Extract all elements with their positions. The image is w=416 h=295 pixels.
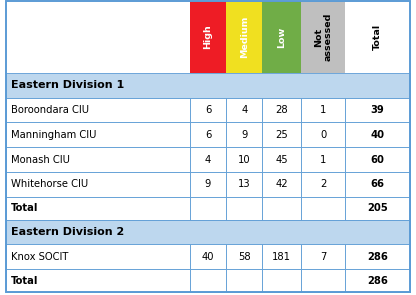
Bar bbox=[301, 172, 345, 197]
Bar bbox=[6, 73, 410, 98]
Text: 13: 13 bbox=[238, 179, 250, 189]
Bar bbox=[345, 269, 410, 292]
Text: Knox SOCIT: Knox SOCIT bbox=[11, 252, 69, 262]
Text: Total: Total bbox=[11, 276, 39, 286]
Text: 58: 58 bbox=[238, 252, 250, 262]
Bar bbox=[262, 122, 301, 147]
Bar bbox=[190, 122, 226, 147]
Bar bbox=[6, 269, 190, 292]
Text: 40: 40 bbox=[202, 252, 214, 262]
Text: Whitehorse CIU: Whitehorse CIU bbox=[11, 179, 89, 189]
Bar bbox=[262, 1, 301, 73]
Text: 42: 42 bbox=[275, 179, 288, 189]
Bar bbox=[301, 245, 345, 269]
Text: 7: 7 bbox=[320, 252, 326, 262]
Bar bbox=[190, 245, 226, 269]
Bar bbox=[6, 122, 190, 147]
Bar bbox=[262, 197, 301, 220]
Text: 1: 1 bbox=[320, 155, 326, 165]
Text: Eastern Division 1: Eastern Division 1 bbox=[11, 80, 124, 90]
Bar bbox=[345, 197, 410, 220]
Bar bbox=[262, 172, 301, 197]
Text: 0: 0 bbox=[320, 130, 326, 140]
Text: 25: 25 bbox=[275, 130, 288, 140]
Text: 28: 28 bbox=[275, 105, 288, 115]
Bar bbox=[345, 98, 410, 122]
Bar bbox=[226, 98, 262, 122]
Bar bbox=[345, 147, 410, 172]
Bar bbox=[226, 1, 262, 73]
Text: 45: 45 bbox=[275, 155, 288, 165]
Text: Not
assessed: Not assessed bbox=[314, 13, 332, 61]
Bar bbox=[6, 98, 190, 122]
Text: Total: Total bbox=[373, 24, 382, 50]
Text: Monash CIU: Monash CIU bbox=[11, 155, 70, 165]
Bar bbox=[262, 147, 301, 172]
Bar bbox=[190, 269, 226, 292]
Text: 205: 205 bbox=[367, 203, 388, 213]
Bar bbox=[226, 147, 262, 172]
Bar bbox=[301, 197, 345, 220]
Text: 2: 2 bbox=[320, 179, 326, 189]
Text: Low: Low bbox=[277, 27, 286, 48]
Text: 9: 9 bbox=[205, 179, 211, 189]
Bar bbox=[262, 269, 301, 292]
Text: Medium: Medium bbox=[240, 16, 249, 58]
Text: 286: 286 bbox=[367, 276, 388, 286]
Text: 10: 10 bbox=[238, 155, 250, 165]
Bar bbox=[226, 269, 262, 292]
Bar bbox=[190, 197, 226, 220]
Text: 40: 40 bbox=[371, 130, 384, 140]
Bar bbox=[190, 1, 226, 73]
Bar bbox=[301, 1, 345, 73]
Text: 286: 286 bbox=[367, 252, 388, 262]
Text: Eastern Division 2: Eastern Division 2 bbox=[11, 227, 124, 237]
Bar bbox=[6, 220, 410, 245]
Text: 66: 66 bbox=[371, 179, 384, 189]
Text: 9: 9 bbox=[241, 130, 248, 140]
Bar bbox=[190, 172, 226, 197]
Bar bbox=[6, 197, 190, 220]
Bar bbox=[262, 245, 301, 269]
Bar bbox=[345, 1, 410, 73]
Bar bbox=[301, 269, 345, 292]
Bar bbox=[6, 147, 190, 172]
Text: 181: 181 bbox=[272, 252, 291, 262]
Text: High: High bbox=[203, 25, 213, 50]
Bar bbox=[301, 98, 345, 122]
Bar bbox=[262, 98, 301, 122]
Text: 39: 39 bbox=[371, 105, 384, 115]
Text: 1: 1 bbox=[320, 105, 326, 115]
Text: Manningham CIU: Manningham CIU bbox=[11, 130, 97, 140]
Bar bbox=[345, 245, 410, 269]
Bar bbox=[301, 122, 345, 147]
Text: 4: 4 bbox=[241, 105, 248, 115]
Bar bbox=[6, 1, 190, 73]
Bar bbox=[6, 245, 190, 269]
Bar bbox=[226, 172, 262, 197]
Text: 60: 60 bbox=[371, 155, 384, 165]
Text: 6: 6 bbox=[205, 105, 211, 115]
Text: 6: 6 bbox=[205, 130, 211, 140]
Bar bbox=[190, 147, 226, 172]
Text: 4: 4 bbox=[205, 155, 211, 165]
Bar bbox=[190, 98, 226, 122]
Bar bbox=[226, 197, 262, 220]
Text: Total: Total bbox=[11, 203, 39, 213]
Bar bbox=[226, 122, 262, 147]
Bar bbox=[226, 245, 262, 269]
Bar bbox=[345, 172, 410, 197]
Bar bbox=[6, 172, 190, 197]
Text: Boroondara CIU: Boroondara CIU bbox=[11, 105, 89, 115]
Bar bbox=[345, 122, 410, 147]
Bar bbox=[301, 147, 345, 172]
